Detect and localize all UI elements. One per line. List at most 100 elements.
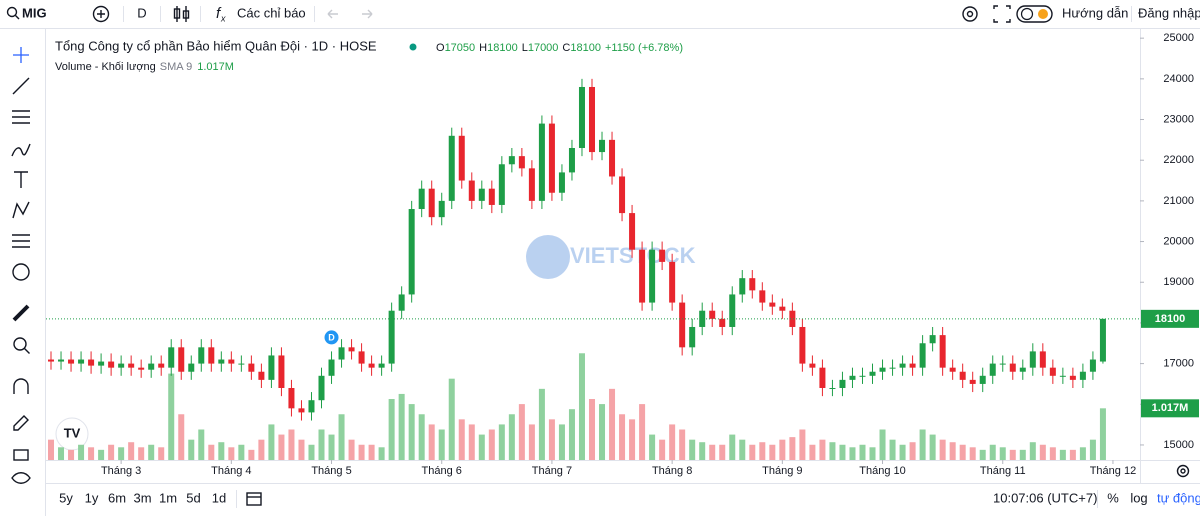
symbol-search[interactable]: MIG <box>6 5 47 20</box>
volume-bar <box>268 424 275 460</box>
trendline-tool[interactable] <box>12 77 30 95</box>
candle-body <box>1039 351 1046 368</box>
range-button[interactable]: 3m <box>133 490 151 505</box>
ohlc-part: O <box>436 42 445 54</box>
volume-bar <box>979 449 986 460</box>
candle-body <box>118 363 125 368</box>
log-toggle[interactable]: log <box>1130 490 1147 505</box>
candle-body <box>949 367 956 372</box>
candle-body <box>228 359 235 364</box>
tradingview-logo[interactable]: TV <box>55 417 89 451</box>
event-marker[interactable] <box>324 330 339 345</box>
candle-body <box>258 371 265 380</box>
crosshair-tool[interactable] <box>13 47 29 63</box>
brush-tool[interactable] <box>11 143 31 157</box>
guide-link[interactable]: Hướng dẫn <box>1062 5 1128 20</box>
percent-toggle[interactable]: % <box>1107 490 1119 505</box>
left-toolbar <box>11 47 31 484</box>
candle-body <box>789 310 796 327</box>
interval[interactable]: D <box>137 5 146 20</box>
volume-bar <box>68 449 75 460</box>
candle-body <box>889 367 896 369</box>
symbol[interactable]: MIG <box>22 5 47 20</box>
volume-bar <box>799 429 806 460</box>
login-link[interactable]: Đăng nhập <box>1138 5 1200 20</box>
candle-body <box>288 388 295 409</box>
volume-bar <box>78 444 85 460</box>
candle-body <box>208 347 215 364</box>
candle-body <box>719 318 726 327</box>
candle-body <box>558 172 565 193</box>
range-button[interactable]: 1d <box>212 490 226 505</box>
candle-body <box>799 326 806 364</box>
ruler-tool[interactable] <box>12 304 30 322</box>
ohlc-values: O17050 H18100 L17000 C18100 +1150 (+6.78%) <box>436 42 683 54</box>
candle-body <box>218 359 225 364</box>
candle-body <box>198 347 205 364</box>
volume-bar <box>809 444 816 460</box>
candle-body <box>749 278 756 291</box>
icon-tool[interactable] <box>12 263 30 281</box>
candle-body <box>248 363 255 372</box>
y-tick-label: 20000 <box>1163 235 1194 247</box>
fx-icon[interactable]: f <box>216 5 222 22</box>
volume-bar <box>619 414 626 460</box>
compare-button[interactable] <box>92 5 110 23</box>
date-range-button[interactable] <box>246 492 262 506</box>
chart-title: Tổng Công ty cổ phần Bảo hiểm Quân Đội ·… <box>55 38 377 53</box>
ohlc-part: +1150 <box>605 42 635 54</box>
candle-body <box>699 310 706 327</box>
candle-body <box>98 361 105 366</box>
volume-bar <box>1099 408 1106 460</box>
volume-bar <box>1089 439 1096 460</box>
y-tick-label: 24000 <box>1163 73 1194 85</box>
candle-body <box>298 408 305 413</box>
visibility-tool[interactable] <box>11 472 31 484</box>
range-button[interactable]: 1y <box>85 490 99 505</box>
lock-tool[interactable] <box>13 449 29 461</box>
candle-body <box>929 335 936 344</box>
auto-toggle[interactable]: tự động <box>1157 490 1200 505</box>
range-button[interactable]: 5d <box>186 490 200 505</box>
y-tick-label: 22000 <box>1163 154 1194 166</box>
chart-type-button[interactable] <box>173 6 190 22</box>
theme-toggle[interactable] <box>1016 5 1053 23</box>
magnet-tool[interactable] <box>13 378 29 394</box>
prediction-tool[interactable] <box>12 234 30 248</box>
candle-body <box>639 249 646 303</box>
candle-body <box>268 355 275 380</box>
indicators-button[interactable]: Các chỉ báo <box>237 5 306 20</box>
candle-body <box>1079 371 1086 380</box>
range-button[interactable]: 5y <box>59 490 73 505</box>
settings-button[interactable] <box>962 6 978 22</box>
candle-body <box>548 123 555 193</box>
text-tool[interactable] <box>14 171 28 188</box>
volume-bar <box>639 404 646 460</box>
candle-body <box>178 347 185 372</box>
candle-body <box>478 188 485 201</box>
fullscreen-button[interactable] <box>993 5 1011 23</box>
range-button[interactable]: 1m <box>159 490 177 505</box>
lock-drawing-tool[interactable] <box>13 415 29 431</box>
candle-body <box>58 359 65 362</box>
pattern-tool[interactable] <box>12 201 30 219</box>
volume-bar <box>238 444 245 460</box>
range-button[interactable]: 6m <box>108 490 126 505</box>
zoom-tool[interactable] <box>13 337 27 351</box>
undo-button[interactable] <box>327 9 338 19</box>
volume-bar <box>929 434 936 460</box>
volume-bar <box>458 419 465 460</box>
volume-bar <box>398 393 405 460</box>
candle-body <box>769 302 776 307</box>
volume-bar <box>58 447 65 460</box>
volume-legend-part: Volume - Khối lượng <box>55 61 156 73</box>
fx-icon: x <box>220 13 226 23</box>
volume-tag-label: 1.017M <box>1152 402 1189 414</box>
fib-tool[interactable] <box>12 110 30 124</box>
candle-body <box>68 359 75 364</box>
scale-settings[interactable] <box>1176 464 1190 478</box>
volume-bar <box>759 442 766 460</box>
volume-bar <box>819 439 826 460</box>
redo-button[interactable] <box>362 9 373 19</box>
candle-body <box>1029 351 1036 368</box>
